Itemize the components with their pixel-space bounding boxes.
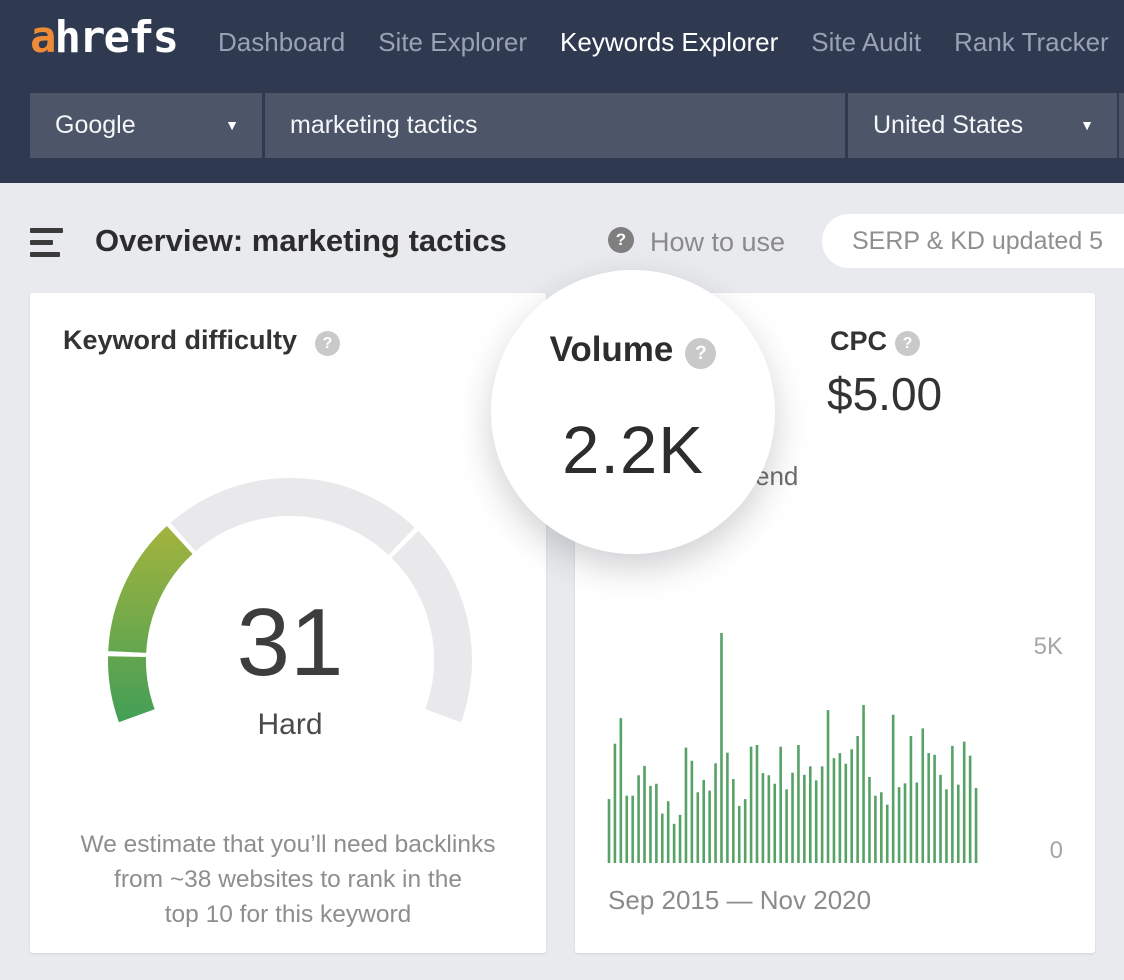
y-axis-tick-0: 0 <box>1049 837 1063 864</box>
cpc-title: CPC <box>830 326 888 356</box>
serp-kd-updated-badge[interactable]: SERP & KD updated 5 <box>822 214 1124 268</box>
logo-letter-a: a <box>30 12 56 63</box>
search-button-edge[interactable] <box>1119 93 1124 158</box>
search-engine-value: Google <box>55 111 136 139</box>
volume-title-row: Volume? <box>491 330 775 370</box>
kd-score-label: Hard <box>257 708 323 741</box>
volume-title: Volume <box>549 330 674 369</box>
logo-rest: hrefs <box>54 12 179 63</box>
how-to-use-link[interactable]: How to use <box>650 227 786 257</box>
how-to-use-help-icon[interactable]: ? <box>608 227 634 253</box>
top-navigation-bar: ahrefs Dashboard Site Explorer Keywords … <box>0 0 1124 183</box>
ahrefs-logo[interactable]: ahrefs <box>30 16 179 60</box>
country-select[interactable]: United States ▼ <box>848 93 1117 158</box>
kd-score-value: 31 <box>236 589 344 696</box>
volume-value: 2.2K <box>562 413 704 488</box>
country-value: United States <box>873 111 1024 139</box>
keyword-difficulty-title: Keyword difficulty <box>63 325 298 355</box>
page-title: Overview: marketing tactics <box>95 223 507 258</box>
search-engine-select[interactable]: Google ▼ <box>30 93 262 158</box>
cpc-value: $5.00 <box>827 368 943 420</box>
cpc-help-icon[interactable]: ? <box>895 331 920 356</box>
nav-item-rank-tracker[interactable]: Rank Tracker <box>954 27 1109 57</box>
kd-description-line: top 10 for this keyword <box>164 901 412 929</box>
keyword-difficulty-card: Keyword difficulty ? 31 Hard We estimate… <box>30 293 546 953</box>
chevron-down-icon: ▼ <box>1080 117 1094 133</box>
volume-magnifier-circle: Volume? 2.2K <box>491 270 775 554</box>
x-axis-range-label: Sep 2015 — Nov 2020 <box>608 885 872 915</box>
volume-help-icon[interactable]: ? <box>685 338 717 369</box>
volume-trend-bar-chart <box>607 632 978 863</box>
kd-description-line: We estimate that you’ll need backlinks <box>80 831 496 858</box>
nav-item-dashboard[interactable]: Dashboard <box>218 27 346 57</box>
keyword-difficulty-gauge <box>107 478 472 723</box>
nav-item-keywords-explorer[interactable]: Keywords Explorer <box>560 27 779 57</box>
chevron-down-icon: ▼ <box>225 117 239 133</box>
keyword-search-value: marketing tactics <box>290 111 478 139</box>
menu-icon[interactable] <box>30 228 64 258</box>
nav-item-site-explorer[interactable]: Site Explorer <box>378 27 528 57</box>
keyword-difficulty-help-icon[interactable]: ? <box>315 331 340 356</box>
y-axis-tick-5k: 5K <box>1033 633 1063 660</box>
kd-description-line: from ~38 websites to rank in the <box>114 866 462 894</box>
nav-item-site-audit[interactable]: Site Audit <box>811 27 922 57</box>
kd-description: We estimate that you’ll need backlinks f… <box>58 827 518 932</box>
keyword-search-input[interactable]: marketing tactics <box>265 93 845 158</box>
main-nav: Dashboard Site Explorer Keywords Explore… <box>218 27 1109 58</box>
